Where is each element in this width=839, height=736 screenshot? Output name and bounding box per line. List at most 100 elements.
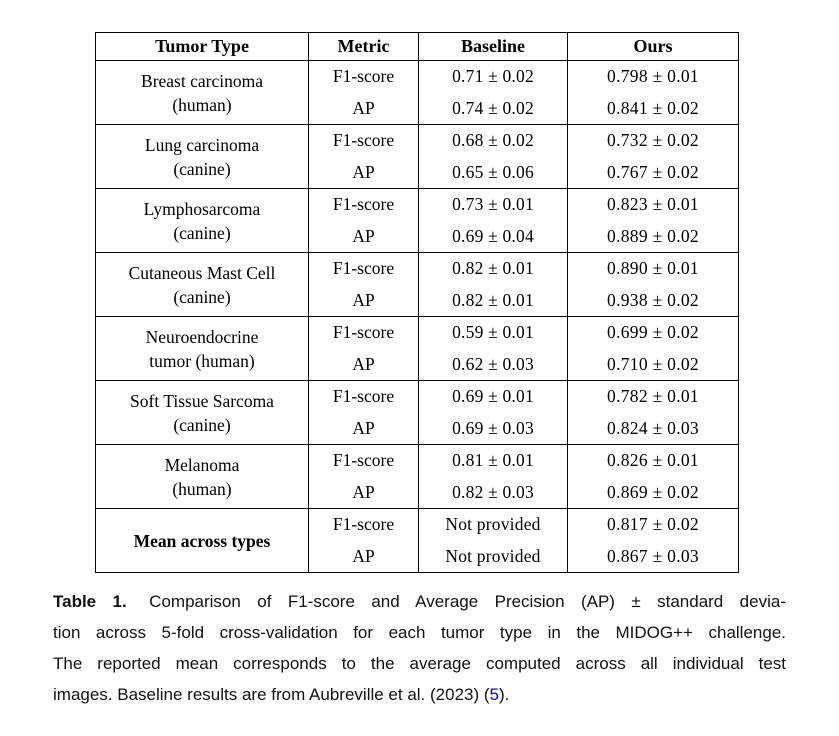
baseline-cell: 0.59 ± 0.01: [418, 316, 568, 349]
table-row: AP 0.62 ± 0.03 0.710 ± 0.02: [96, 348, 739, 381]
metric-cell: AP: [308, 476, 419, 509]
baseline-cell: 0.69 ± 0.01: [418, 380, 568, 413]
ours-cell: 0.798 ± 0.01: [567, 60, 739, 93]
table-row: AP 0.74 ± 0.02 0.841 ± 0.02: [96, 92, 739, 125]
metric-cell: F1-score: [308, 252, 419, 285]
tumor-species: (canine): [173, 286, 231, 307]
baseline-cell: 0.82 ± 0.01: [418, 252, 568, 285]
ours-cell: 0.890 ± 0.01: [567, 252, 739, 285]
table-row: AP 0.69 ± 0.04 0.889 ± 0.02: [96, 220, 739, 253]
table-row: Cutaneous Mast Cell (canine) F1-score 0.…: [95, 252, 739, 317]
citation-link[interactable]: 5: [489, 685, 499, 704]
caption-text: Comparison of F1-score and Average Preci…: [149, 592, 786, 611]
metric-cell: F1-score: [308, 380, 419, 413]
metric-cell: F1-score: [308, 124, 419, 157]
metric-cell: AP: [308, 220, 419, 253]
header-cell-baseline: Baseline: [418, 32, 568, 61]
tumor-name: Breast carcinoma: [141, 70, 263, 91]
baseline-cell: 0.82 ± 0.01: [418, 284, 568, 317]
tumor-name: Cutaneous Mast Cell: [128, 262, 276, 283]
results-table: Tumor Type Metric Baseline Ours Breast c…: [95, 32, 739, 573]
table-header-row: Tumor Type Metric Baseline Ours: [95, 32, 739, 61]
metric-cell: AP: [308, 284, 419, 317]
tumor-species: (canine): [173, 158, 231, 179]
metric-cell: F1-score: [308, 508, 419, 541]
tumor-type-cell: Melanoma (human): [95, 444, 309, 509]
table-caption: Table 1. Comparison of F1-score and Aver…: [53, 586, 786, 710]
ours-cell: 0.823 ± 0.01: [567, 188, 739, 221]
tumor-type-cell: Mean across types: [95, 508, 309, 573]
ours-cell: 0.824 ± 0.03: [567, 412, 739, 445]
caption-text: ).: [499, 685, 510, 704]
baseline-cell: Not provided: [418, 508, 568, 541]
header-cell-metric: Metric: [308, 32, 419, 61]
baseline-cell: 0.65 ± 0.06: [418, 156, 568, 189]
table-row: AP 0.82 ± 0.01 0.938 ± 0.02: [96, 284, 739, 317]
ours-cell: 0.869 ± 0.02: [567, 476, 739, 509]
tumor-type-cell: Neuroendocrine tumor (human): [95, 316, 309, 381]
table-row: Soft Tissue Sarcoma (canine) F1-score 0.…: [95, 380, 739, 445]
baseline-cell: 0.74 ± 0.02: [418, 92, 568, 125]
table-row: AP 0.69 ± 0.03 0.824 ± 0.03: [96, 412, 739, 445]
metric-cell: F1-score: [308, 316, 419, 349]
ours-cell: 0.767 ± 0.02: [567, 156, 739, 189]
ours-cell: 0.732 ± 0.02: [567, 124, 739, 157]
table-row: AP Not provided 0.867 ± 0.03: [96, 540, 739, 573]
metric-cell: F1-score: [308, 188, 419, 221]
ours-cell: 0.782 ± 0.01: [567, 380, 739, 413]
baseline-cell: 0.73 ± 0.01: [418, 188, 568, 221]
metric-cell: F1-score: [308, 444, 419, 477]
tumor-name: Melanoma: [164, 454, 240, 475]
baseline-cell: Not provided: [418, 540, 568, 573]
table-row: Mean across types F1-score Not provided …: [95, 508, 739, 573]
tumor-name: Neuroendocrine: [145, 326, 259, 347]
tumor-type-cell: Lymphosarcoma (canine): [95, 188, 309, 253]
header-cell-ours: Ours: [567, 32, 739, 61]
caption-line-4: images. Baseline results are from Aubrev…: [53, 679, 786, 710]
tumor-name: Lymphosarcoma: [143, 198, 261, 219]
tumor-species: (human): [172, 478, 232, 499]
tumor-type-cell: Breast carcinoma (human): [95, 60, 309, 125]
baseline-cell: 0.69 ± 0.04: [418, 220, 568, 253]
ours-cell: 0.841 ± 0.02: [567, 92, 739, 125]
table-row: Lung carcinoma (canine) F1-score 0.68 ± …: [95, 124, 739, 189]
ours-cell: 0.867 ± 0.03: [567, 540, 739, 573]
header-cell-tumor-type: Tumor Type: [95, 32, 309, 61]
tumor-species: (canine): [173, 414, 231, 435]
tumor-name: Lung carcinoma: [144, 134, 260, 155]
baseline-cell: 0.82 ± 0.03: [418, 476, 568, 509]
metric-cell: AP: [308, 540, 419, 573]
ours-cell: 0.889 ± 0.02: [567, 220, 739, 253]
tumor-species: (human): [172, 94, 232, 115]
table-row: Melanoma (human) F1-score 0.81 ± 0.01 0.…: [95, 444, 739, 509]
caption-line-3: The reported mean corresponds to the ave…: [53, 654, 786, 673]
tumor-type-cell: Cutaneous Mast Cell (canine): [95, 252, 309, 317]
metric-cell: AP: [308, 156, 419, 189]
tumor-species: (canine): [173, 222, 231, 243]
baseline-cell: 0.71 ± 0.02: [418, 60, 568, 93]
table-row: AP 0.82 ± 0.03 0.869 ± 0.02: [96, 476, 739, 509]
baseline-cell: 0.69 ± 0.03: [418, 412, 568, 445]
table-row: Neuroendocrine tumor (human) F1-score 0.…: [95, 316, 739, 381]
metric-cell: AP: [308, 412, 419, 445]
caption-label: Table 1.: [53, 592, 127, 611]
tumor-type-cell: Lung carcinoma (canine): [95, 124, 309, 189]
table-row: Lymphosarcoma (canine) F1-score 0.73 ± 0…: [95, 188, 739, 253]
tumor-name: Mean across types: [133, 530, 271, 551]
caption-line-1: Table 1. Comparison of F1-score and Aver…: [53, 586, 786, 617]
ours-cell: 0.817 ± 0.02: [567, 508, 739, 541]
ours-cell: 0.699 ± 0.02: [567, 316, 739, 349]
metric-cell: F1-score: [308, 60, 419, 93]
ours-cell: 0.826 ± 0.01: [567, 444, 739, 477]
table-row: AP 0.65 ± 0.06 0.767 ± 0.02: [96, 156, 739, 189]
tumor-species: tumor (human): [149, 350, 255, 371]
caption-text: images. Baseline results are from Aubrev…: [53, 685, 490, 704]
baseline-cell: 0.68 ± 0.02: [418, 124, 568, 157]
ours-cell: 0.710 ± 0.02: [567, 348, 739, 381]
baseline-cell: 0.62 ± 0.03: [418, 348, 568, 381]
caption-line-2: tion across 5-fold cross-validation for …: [53, 623, 786, 642]
table-row: Breast carcinoma (human) F1-score 0.71 ±…: [95, 60, 739, 125]
tumor-type-cell: Soft Tissue Sarcoma (canine): [95, 380, 309, 445]
ours-cell: 0.938 ± 0.02: [567, 284, 739, 317]
